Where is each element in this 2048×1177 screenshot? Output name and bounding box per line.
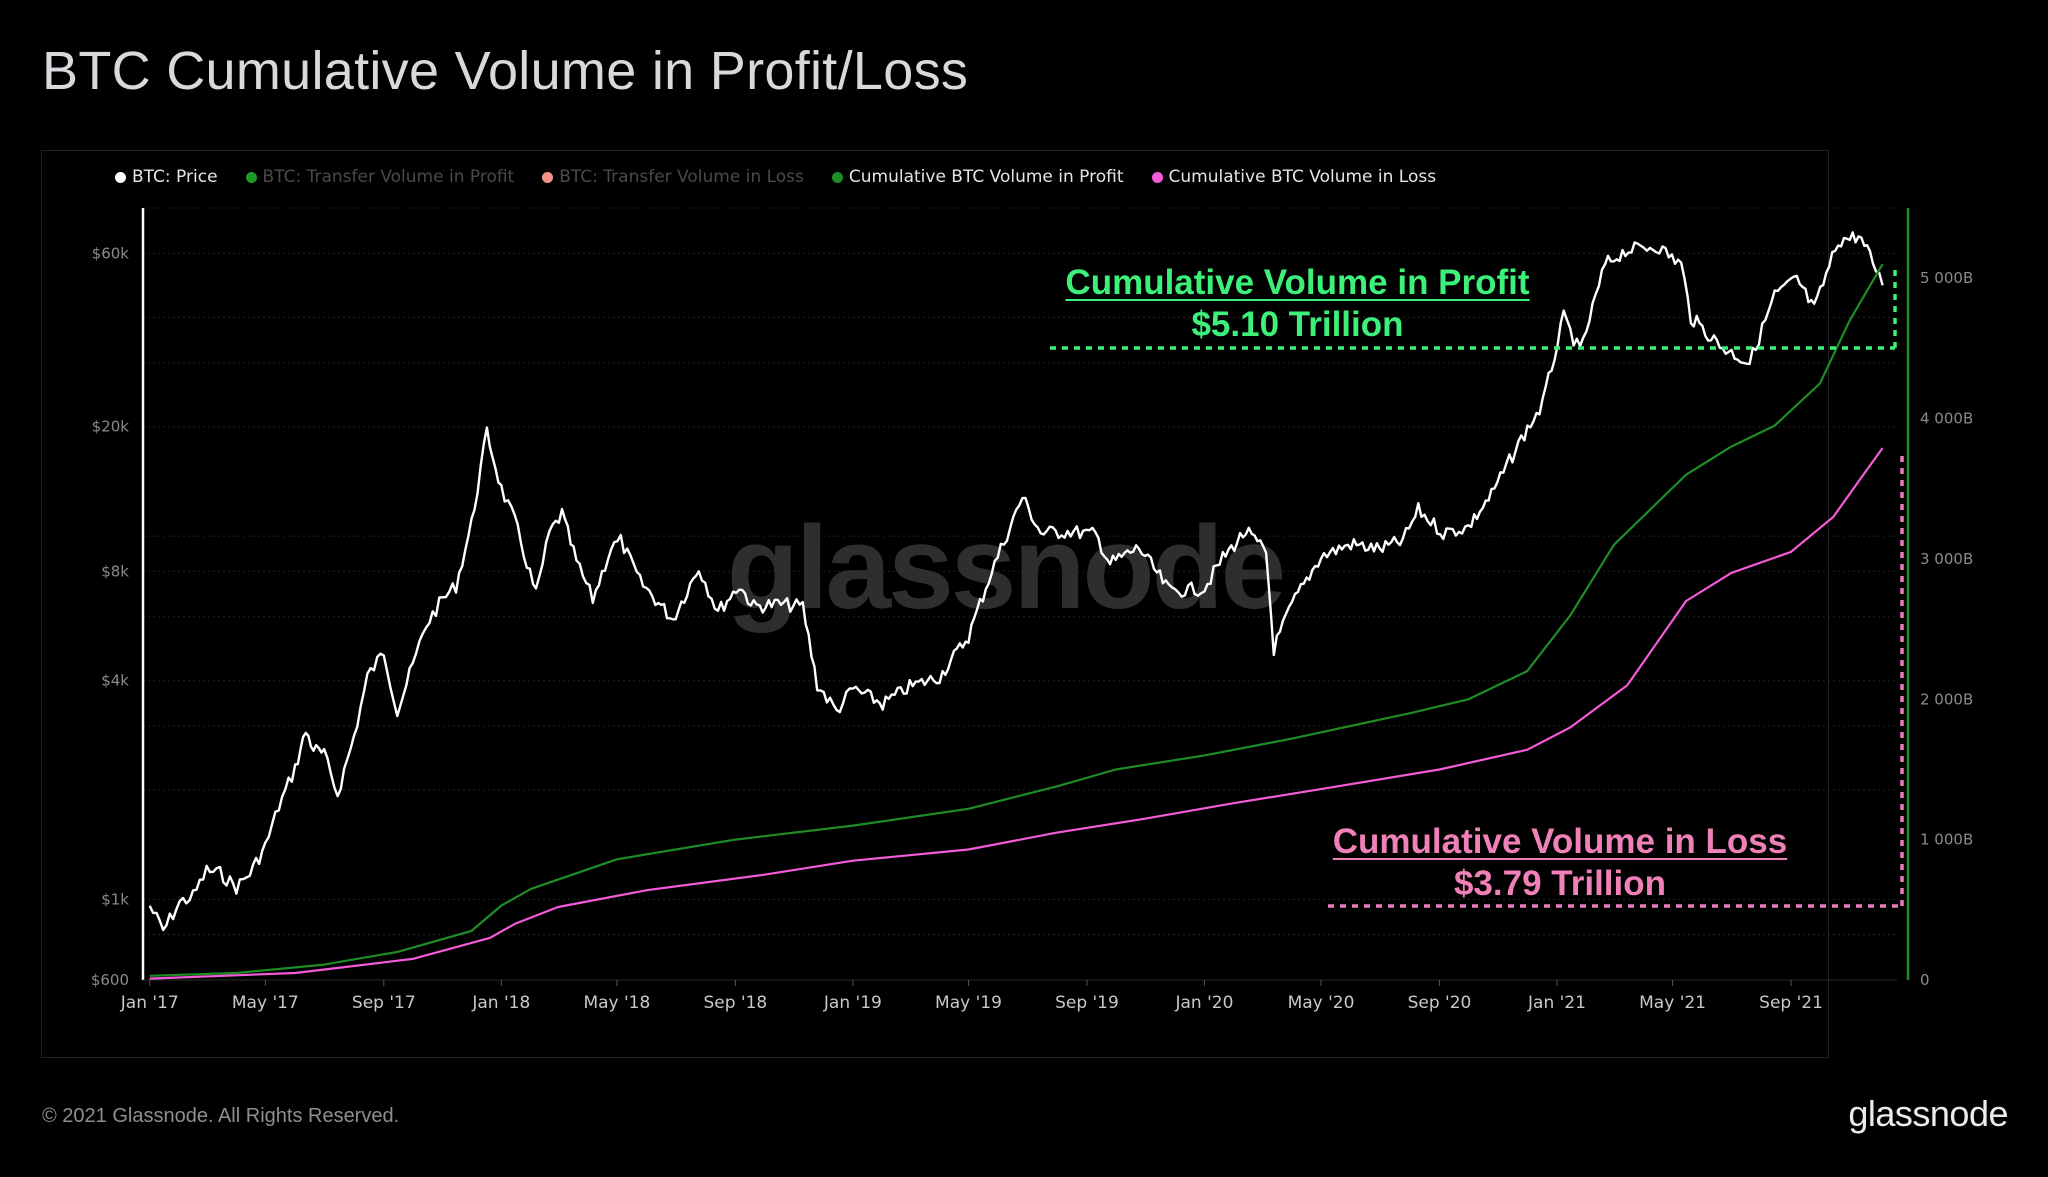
- axes: [141, 208, 1910, 981]
- annotation-profit-title: Cumulative Volume in Profit: [1065, 263, 1530, 302]
- y-left-tick-label: $1k: [101, 890, 129, 908]
- annotation-loss-title: Cumulative Volume in Loss: [1332, 822, 1788, 861]
- legend-item[interactable]: Cumulative BTC Volume in Loss: [1151, 167, 1437, 187]
- legend-item[interactable]: BTC: Transfer Volume in Loss: [542, 167, 804, 187]
- x-tick-label: Sep '21: [1759, 993, 1823, 1013]
- legend-item[interactable]: BTC: Transfer Volume in Profit: [245, 167, 515, 187]
- annotation-lines: [1050, 266, 1904, 908]
- x-tick-label: Jan '20: [1174, 993, 1233, 1013]
- x-tick-label: Sep '19: [1055, 993, 1119, 1013]
- y-right-tick-label: 2 000B: [1920, 690, 1973, 708]
- x-tick-label: Sep '17: [352, 993, 416, 1013]
- x-tick-label: Jan '18: [471, 993, 530, 1013]
- y-left-tick-label: $20k: [92, 418, 130, 436]
- annotation-loss: Cumulative Volume in Loss $3.79 Trillion: [1290, 821, 1830, 905]
- annotation-loss-value: $3.79 Trillion: [1453, 864, 1667, 903]
- x-tick-label: May '18: [583, 993, 650, 1013]
- brand-logo[interactable]: glassnode: [1848, 1093, 2008, 1134]
- legend: BTC: Price BTC: Transfer Volume in Profit…: [115, 166, 1436, 188]
- legend-item[interactable]: BTC: Price: [115, 167, 218, 187]
- series-line-cum-profit[interactable]: [149, 263, 1884, 977]
- x-tick-label: May '19: [935, 993, 1002, 1013]
- y-left-tick-label: $60k: [92, 244, 130, 262]
- legend-label: Cumulative BTC Volume in Profit: [848, 167, 1124, 187]
- y-right-tick-label: 5 000B: [1920, 269, 1973, 287]
- series-line-cum-loss[interactable]: [149, 447, 1884, 980]
- x-tick-label: May '20: [1288, 993, 1355, 1013]
- x-tick-label: Sep '18: [703, 993, 767, 1013]
- tick-labels: $600 $1k $4k $8k $20k $60k 0 1 000B 2 000B 3 000B…: [91, 244, 1973, 1013]
- watermark: glassnode: [727, 502, 1284, 634]
- copyright: © 2021 Glassnode. All Rights Reserved.: [42, 1105, 400, 1127]
- annotation-profit-value: $5.10 Trillion: [1191, 305, 1404, 344]
- annotation-profit: Cumulative Volume in Profit $5.10 Trilli…: [1030, 262, 1565, 346]
- x-tick-label: Sep '20: [1408, 993, 1472, 1013]
- legend-dot-icon: [1151, 171, 1163, 183]
- x-tick-label: May '17: [232, 993, 299, 1013]
- x-tick-label: May '21: [1639, 993, 1706, 1013]
- y-right-tick-label: 4 000B: [1920, 410, 1973, 428]
- legend-label: Cumulative BTC Volume in Loss: [1168, 167, 1437, 187]
- y-right-tick-label: 3 000B: [1920, 550, 1973, 568]
- x-tick-label: Jan '19: [823, 993, 882, 1013]
- legend-label: BTC: Transfer Volume in Loss: [559, 167, 804, 187]
- page-title: BTC Cumulative Volume in Profit/Loss: [42, 41, 969, 101]
- series-layer: [148, 231, 1884, 980]
- y-left-tick-label: $4k: [101, 672, 129, 690]
- x-tick-label: Jan '21: [1527, 993, 1586, 1013]
- legend-dot-icon: [831, 171, 843, 183]
- y-left-tick-label: $600: [91, 971, 129, 989]
- legend-dot-icon: [115, 171, 126, 183]
- chart-panel: [41, 150, 1829, 1058]
- legend-item[interactable]: Cumulative BTC Volume in Profit: [831, 167, 1124, 187]
- y-left-tick-label: $8k: [101, 562, 129, 580]
- series-line-price[interactable]: [148, 231, 1884, 932]
- legend-dot-icon: [542, 171, 554, 183]
- y-right-tick-label: 0: [1920, 971, 1930, 989]
- x-tick-label: Jan '17: [120, 993, 179, 1013]
- legend-label: BTC: Price: [132, 167, 218, 187]
- y-right-tick-label: 1 000B: [1920, 831, 1973, 849]
- legend-label: BTC: Transfer Volume in Profit: [262, 167, 515, 187]
- legend-dot-icon: [245, 171, 257, 183]
